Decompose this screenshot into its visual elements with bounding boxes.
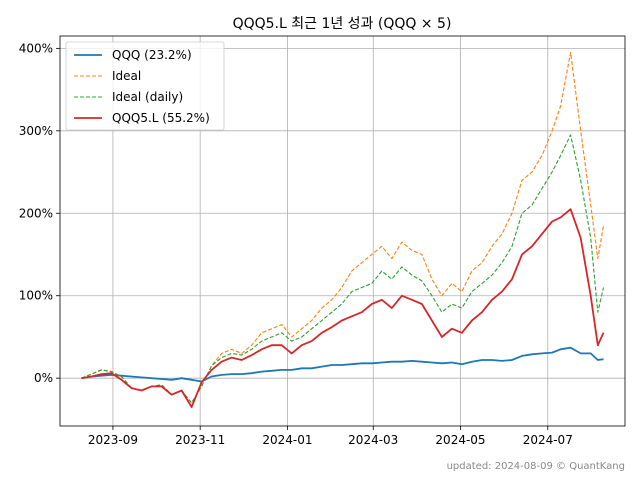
axis-ticks: 2023-09 2023-11 2024-01 2024-03 2024-05 2024-… [19, 41, 573, 447]
plot-frame [59, 35, 626, 427]
footer-credit: updated: 2024-08-09 © QuantKang [447, 461, 625, 472]
series-line-3 [81, 208, 605, 408]
x-tick-label: 2023-09 [88, 433, 138, 447]
x-tick-label: 2024-05 [435, 433, 485, 447]
series-lines [81, 51, 605, 408]
legend: QQQ (23.2%) Ideal Ideal (daily) QQQ5.L (55.… [65, 41, 225, 131]
y-tick-label: 0% [34, 371, 53, 385]
chart-title: QQQ5.L 최근 1년 성과 (QQQ × 5) [233, 16, 452, 32]
legend-entry: Ideal (daily) [112, 90, 183, 104]
legend-entry: QQQ5.L (55.2%) [112, 111, 210, 125]
x-tick-label: 2024-03 [348, 433, 398, 447]
series-line-2 [81, 134, 605, 404]
y-tick-label: 100% [19, 289, 53, 303]
x-tick-label: 2024-07 [523, 433, 573, 447]
y-tick-label: 300% [19, 124, 53, 138]
legend-entry: QQQ (23.2%) [112, 48, 192, 62]
y-tick-label: 400% [19, 41, 53, 55]
x-tick-label: 2023-11 [175, 433, 225, 447]
series-line-1 [81, 51, 605, 404]
legend-entry: Ideal [112, 69, 141, 83]
x-tick-label: 2024-01 [262, 433, 312, 447]
legend-box [65, 41, 225, 131]
series-line-0 [81, 346, 604, 383]
y-tick-label: 200% [19, 206, 53, 220]
